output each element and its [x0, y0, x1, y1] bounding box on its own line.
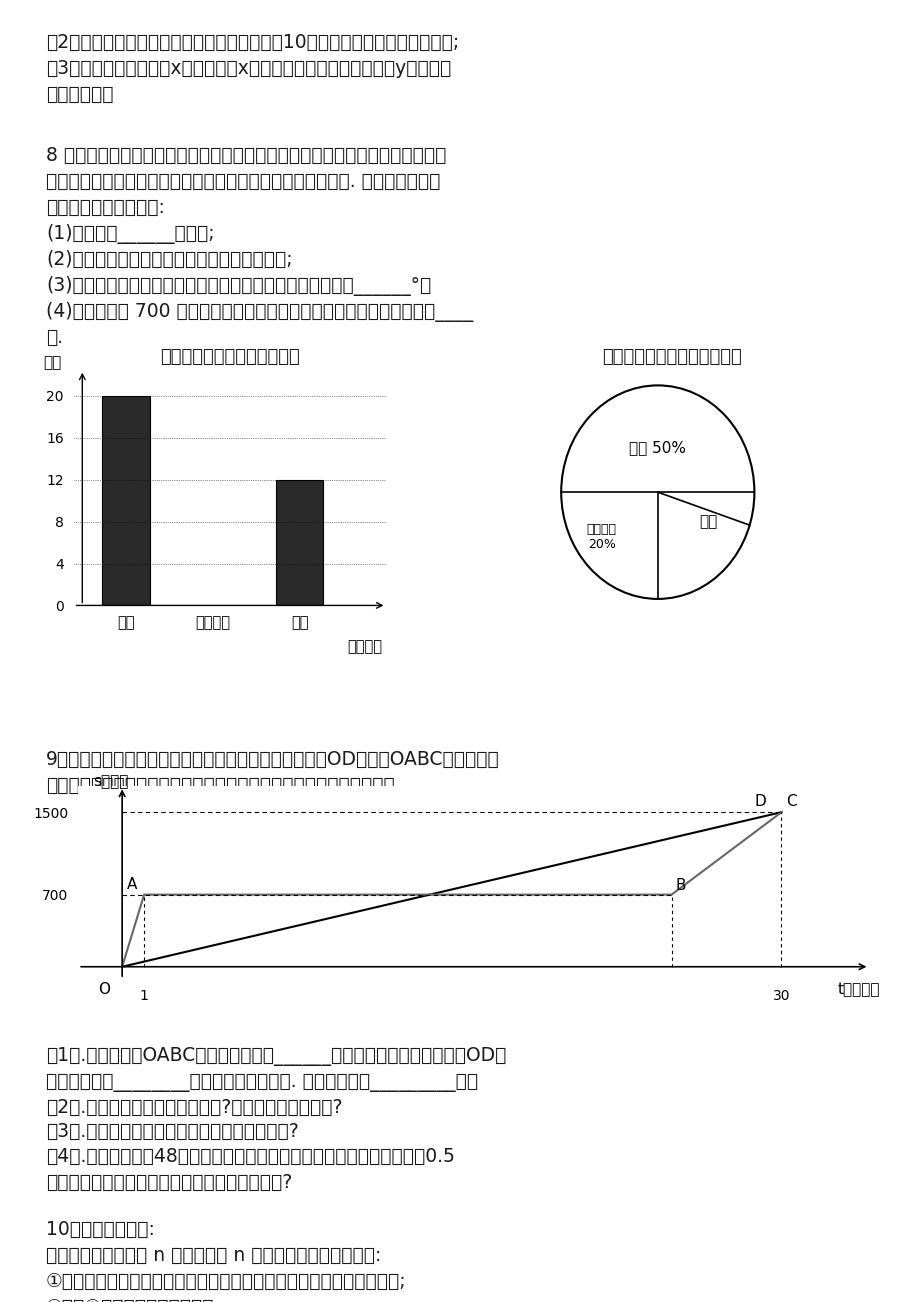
Text: 两条平行直线上各有 n 个点，用这 n 对点按如下规则连接线段:: 两条平行直线上各有 n 个点，用这 n 对点按如下规则连接线段: — [46, 1246, 381, 1266]
Text: (4)若全年级有 700 名学生，估计该年级骑自行车上学的学生人数大约是____: (4)若全年级有 700 名学生，估计该年级骑自行车上学的学生人数大约是____ — [46, 302, 472, 322]
Text: （3）.乌龟用了多少分钟迫上了正在睡觉的兔子?: （3）.乌龟用了多少分钟迫上了正在睡觉的兔子? — [46, 1122, 299, 1142]
Text: C: C — [785, 794, 796, 809]
Text: D: D — [754, 794, 766, 809]
Text: 10、探索与创新题:: 10、探索与创新题: — [46, 1220, 154, 1240]
Text: 乘车: 乘车 — [698, 514, 717, 530]
Text: 步行 50%: 步行 50% — [629, 440, 686, 454]
Text: 间的关系式。: 间的关系式。 — [46, 85, 113, 104]
Text: ②符合①要求的线段须全部画出.: ②符合①要求的线段须全部画出. — [46, 1298, 221, 1302]
Text: 9、「龟兔赛跑」的故事同学们都非常熟悉，图中的线段OD和折线OABC表示「龟兔: 9、「龟兔赛跑」的故事同学们都非常熟悉，图中的线段OD和折线OABC表示「龟兔 — [46, 750, 499, 769]
Text: 8 学习了统计知识后，某班的数学老师要求学生就本班同学的上学方式进行一次: 8 学习了统计知识后，某班的数学老师要求学生就本班同学的上学方式进行一次 — [46, 146, 446, 165]
Text: （3）请你写出通话时间x（分钟）（x为正整数）与所要付的电话费y（元）之: （3）请你写出通话时间x（分钟）（x为正整数）与所要付的电话费y（元）之 — [46, 59, 450, 78]
Bar — [102, 396, 150, 605]
Text: 人.: 人. — [46, 328, 63, 348]
Text: (3)在扇形统计图中：「乘车」部分所对应的圆心角的度数是______°；: (3)在扇形统计图中：「乘车」部分所对应的圆心角的度数是______°； — [46, 276, 431, 296]
Text: 本班同学上学方式条形统计图: 本班同学上学方式条形统计图 — [160, 348, 300, 366]
Text: ①平行线之间的点在连线段时，可以有共同的端点，但不能有其他交点;: ①平行线之间的点在连线段时，可以有共同的端点，但不能有其他交点; — [46, 1272, 406, 1292]
Text: 赛跑」时路程与时间的关系，请你根据图中给出的信息，解决下列问题.: 赛跑」时路程与时间的关系，请你根据图中给出的信息，解决下列问题. — [46, 776, 400, 796]
Text: (1)该班共有______名学生;: (1)该班共有______名学生; — [46, 224, 214, 243]
Text: B: B — [675, 878, 686, 893]
Bar — [276, 479, 323, 605]
Text: t（分钟）: t（分钟） — [836, 982, 879, 996]
Text: 本班同学上学方式扇形统计图: 本班同学上学方式扇形统计图 — [601, 348, 741, 366]
Text: 调查统计，下图是通过收集数据后绘制的两幅不完整的统计图. 请根据图中提供: 调查统计，下图是通过收集数据后绘制的两幅不完整的统计图. 请根据图中提供 — [46, 172, 440, 191]
Text: 分钟，请你算算兔子中间停下睡觉用了多少分钟?: 分钟，请你算算兔子中间停下睡觉用了多少分钟? — [46, 1173, 292, 1193]
Text: （2）帮助预测一下，如果她打电话用的时间是10分钟，那么需要付多少电话费;: （2）帮助预测一下，如果她打电话用的时间是10分钟，那么需要付多少电话费; — [46, 33, 459, 52]
Text: （1）.填空：折线OABC表示赛跑过程中______的路程与时间的关系，线段OD表: （1）.填空：折线OABC表示赛跑过程中______的路程与时间的关系，线段OD… — [46, 1047, 505, 1066]
Text: 示赛跑过程中________的路程与时间的关系. 赛跑的全程是_________米。: 示赛跑过程中________的路程与时间的关系. 赛跑的全程是_________… — [46, 1073, 478, 1092]
Text: （4）.兔子醒来，以48千米／时的速度跑向终点，结果还是比乌龟晚到了0.5: （4）.兔子醒来，以48千米／时的速度跑向终点，结果还是比乌龟晚到了0.5 — [46, 1147, 454, 1167]
Text: 骑自行车
20%: 骑自行车 20% — [586, 523, 616, 551]
Text: s（米）: s（米） — [94, 775, 129, 789]
Text: 上学方式: 上学方式 — [346, 639, 381, 654]
Text: 人数: 人数 — [42, 355, 61, 370]
Text: （2）.兔子在起初每分钟跑多少米?乌龟每分钟爬多少米?: （2）.兔子在起初每分钟跑多少米?乌龟每分钟爬多少米? — [46, 1098, 342, 1117]
Text: 的信息，解答下列问题:: 的信息，解答下列问题: — [46, 198, 165, 217]
Text: A: A — [127, 876, 138, 892]
Text: O: O — [98, 982, 110, 996]
Text: (2)将「骑自行车」部分的条形统计图补充完整;: (2)将「骑自行车」部分的条形统计图补充完整; — [46, 250, 292, 270]
